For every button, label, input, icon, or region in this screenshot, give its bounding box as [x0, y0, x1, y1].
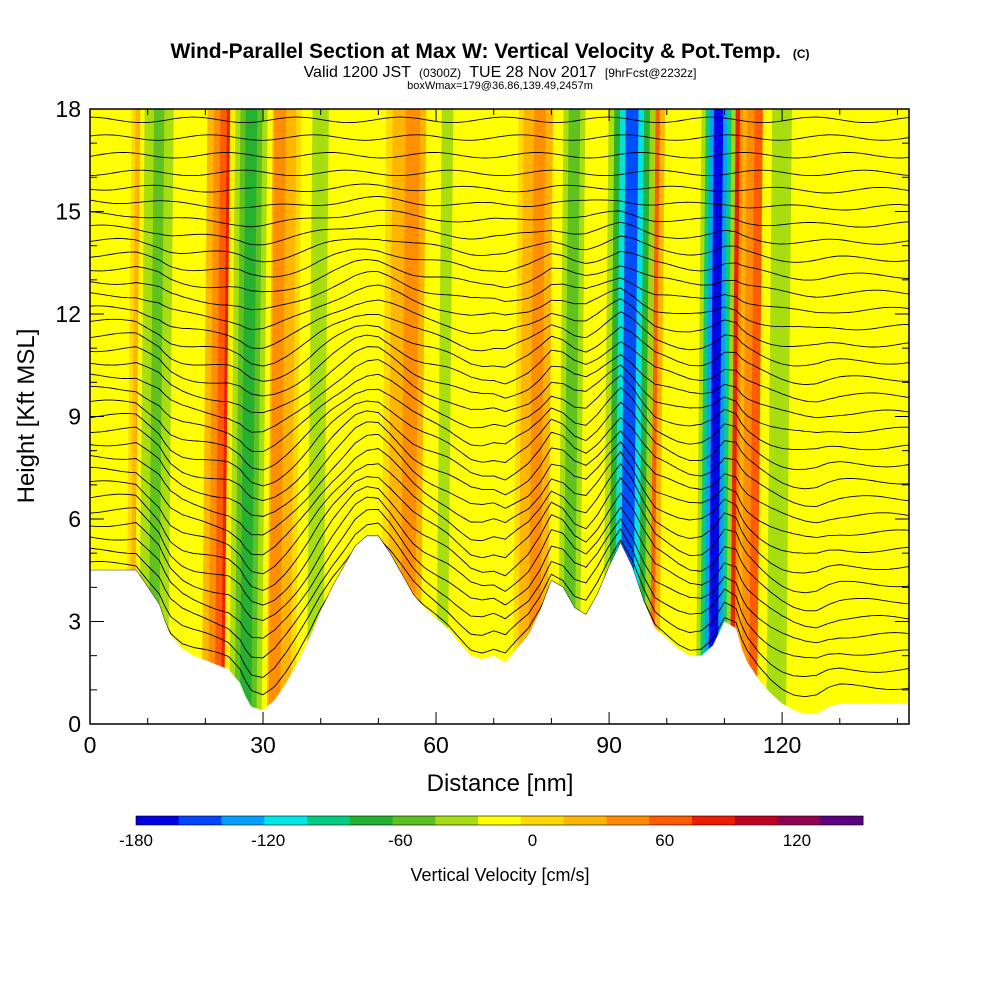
colorbar-swatch-16 [820, 816, 864, 825]
x-tick-label-4: 120 [763, 732, 801, 758]
theta-contour-20 [90, 298, 909, 349]
x-tick-label-1: 30 [250, 732, 276, 758]
colorbar-swatch-1 [178, 816, 223, 825]
colorbar-label-0: -180 [119, 831, 153, 850]
theta-contour-28 [90, 196, 909, 211]
theta-contour-31 [90, 152, 909, 159]
colorbar-swatch-6 [392, 816, 436, 825]
colorbar-label-4: 60 [655, 831, 674, 850]
theta-contour-0 [90, 535, 909, 698]
theta-contour-24 [90, 248, 909, 281]
theta-contour-32 [90, 134, 909, 141]
valid-forecast: [9hrFcst@2232z] [605, 66, 697, 80]
valid-date: TUE 28 Nov 2017 [469, 64, 596, 81]
y-tick-label-2: 6 [68, 506, 81, 532]
theta-contour-30 [90, 169, 909, 177]
theta-contour-19 [90, 311, 909, 367]
theta-contour-15 [90, 359, 909, 434]
colorbar-swatch-0 [136, 816, 180, 825]
colorbar-swatch-15 [777, 816, 821, 825]
y-tick-label-4: 12 [55, 301, 81, 327]
theta-contour-8 [90, 448, 909, 556]
colorbar-label-1: -120 [251, 831, 285, 850]
valid-time-line: Valid 1200 JST (0300Z) TUE 28 Nov 2017 [… [304, 64, 697, 81]
theta-contour-10 [90, 421, 909, 524]
theta-contour-13 [90, 386, 909, 471]
plot-area [90, 109, 909, 724]
colorbar-swatch-11 [606, 816, 650, 825]
x-axis-label: Distance [nm] [427, 770, 574, 797]
theta-contour-3 [90, 509, 909, 644]
colorbar-frame [135, 815, 864, 826]
axes: 0 30 60 90 120 0 3 6 9 12 15 18 [55, 96, 909, 758]
y-tick-label-6: 18 [55, 96, 81, 122]
chart-title: Wind-Parallel Section at Max W: Vertical… [170, 40, 809, 63]
theta-contour-6 [90, 476, 909, 594]
y-tick-label-0: 0 [68, 711, 81, 737]
theta-contour-17 [90, 334, 909, 403]
theta-contour-16 [90, 346, 909, 419]
valid-prefix: Valid 1200 JST [304, 64, 412, 81]
theta-contour-22 [90, 271, 909, 314]
terrain-mask [90, 536, 909, 724]
valid-utc: (0300Z) [419, 66, 461, 80]
colorbar-swatch-2 [221, 816, 265, 825]
theta-contour-27 [90, 209, 909, 228]
colorbar-label-5: 120 [783, 831, 811, 850]
downdraft-band-7-level-3 [770, 109, 788, 724]
theta-contour-14 [90, 373, 909, 453]
theta-contour-11 [90, 410, 909, 507]
theta-contour-9 [90, 433, 909, 539]
chart-title-text: Wind-Parallel Section at Max W: Vertical… [170, 40, 781, 63]
colorbar-title: Vertical Velocity [cm/s] [410, 865, 589, 885]
theta-contour-1 [90, 535, 909, 678]
theta-contour-12 [90, 400, 909, 490]
theta-contour-7 [90, 462, 909, 575]
colorbar-swatch-14 [734, 816, 778, 825]
theta-contour-21 [90, 284, 909, 331]
theta-contour-29 [90, 183, 909, 194]
colorbar-swatch-9 [520, 816, 565, 825]
colorbar-label-2: -60 [388, 831, 413, 850]
colorbar-swatch-4 [307, 816, 351, 825]
x-tick-label-2: 60 [423, 732, 449, 758]
downdraft-band-3-level-3 [435, 109, 454, 724]
updraft-band-2-level-3 [268, 109, 287, 724]
theta-contour-23 [90, 259, 909, 298]
theta-contour-5 [90, 486, 909, 612]
theta-contour-26 [90, 221, 909, 246]
downdraft-band-2-level-3 [310, 109, 326, 724]
x-tick-label-0: 0 [84, 732, 97, 758]
box-info: boxWmax=179@36.86,139.49,2457m [407, 80, 593, 92]
y-tick-label-1: 3 [68, 609, 81, 635]
updraft-band-7-level-3 [748, 109, 764, 724]
colorbar-swatch-13 [691, 816, 736, 825]
theta-contour-33 [90, 116, 909, 124]
theta-contour-18 [90, 324, 909, 385]
colorbar-swatch-5 [349, 816, 394, 825]
colorbar-swatch-12 [649, 816, 693, 825]
colorbar-swatch-3 [264, 816, 308, 825]
colorbar-swatch-7 [435, 816, 479, 825]
colorbar: -180 -120 -60 0 60 120 [119, 815, 864, 850]
y-axis-label: Height [Kft MSL] [13, 329, 40, 504]
downdraft-band-1-level-3 [239, 109, 258, 724]
updraft-band-4-level-3 [528, 109, 546, 724]
y-tick-label-5: 15 [55, 199, 81, 225]
x-tick-label-3: 90 [596, 732, 622, 758]
colorbar-label-3: 0 [528, 831, 537, 850]
theta-contour-25 [90, 235, 909, 263]
theta-contour-2 [90, 522, 909, 659]
colorbar-swatch-10 [563, 816, 607, 825]
theta-contours [90, 116, 909, 698]
y-tick-label-3: 9 [68, 404, 81, 430]
chart-title-mark: (C) [793, 47, 810, 61]
colorbar-swatch-8 [478, 816, 522, 825]
theta-contour-4 [90, 496, 909, 629]
